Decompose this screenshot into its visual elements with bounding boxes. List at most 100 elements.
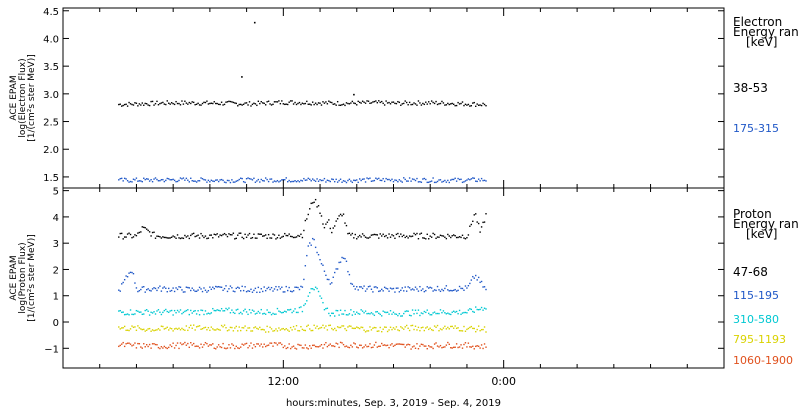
proton-point-795-1193	[298, 330, 301, 332]
electron-point-175-315	[235, 180, 237, 182]
proton-point-47-68	[195, 235, 198, 237]
proton-point-310-580	[282, 311, 284, 314]
proton-point-1060-1900	[309, 345, 311, 347]
proton-point-47-68	[260, 233, 262, 235]
proton-point-795-1193	[358, 327, 361, 330]
electron-point-38-53	[203, 101, 205, 104]
electron-point-175-315	[323, 177, 326, 180]
proton-point-310-580	[392, 311, 395, 314]
proton-point-115-195	[348, 273, 351, 276]
electron-point-175-315	[414, 179, 417, 182]
electron-point-175-315	[420, 181, 423, 183]
electron-point-175-315	[148, 180, 151, 182]
proton-point-47-68	[436, 236, 439, 238]
electron-point-175-315	[319, 178, 321, 181]
proton-point-115-195	[284, 291, 286, 293]
electron-point-175-315	[341, 181, 343, 183]
proton-point-1060-1900	[451, 347, 453, 349]
electron-point-38-53	[425, 101, 427, 103]
proton-point-47-68	[344, 222, 346, 224]
proton-point-310-580	[428, 312, 430, 315]
electron-point-175-315	[457, 177, 459, 180]
proton-point-1060-1900	[422, 343, 424, 346]
proton-point-115-195	[209, 286, 211, 288]
proton-point-310-580	[463, 311, 465, 314]
proton-point-115-195	[404, 286, 406, 288]
proton-point-1060-1900	[357, 347, 359, 349]
proton-point-795-1193	[194, 329, 196, 331]
proton-point-115-195	[266, 287, 268, 290]
proton-point-310-580	[220, 307, 223, 310]
proton-point-310-580	[275, 313, 277, 315]
proton-point-47-68	[357, 236, 359, 238]
proton-point-47-68	[306, 218, 308, 220]
proton-point-47-68	[439, 234, 442, 237]
electron-point-38-53	[351, 100, 354, 103]
electron-point-175-315	[433, 181, 436, 184]
electron-point-175-315	[381, 179, 383, 182]
proton-point-47-68	[480, 226, 483, 228]
proton-point-310-580	[118, 310, 120, 312]
proton-point-115-195	[270, 286, 273, 289]
proton-point-1060-1900	[267, 344, 270, 346]
proton-point-47-68	[385, 234, 387, 237]
electron-point-175-315	[378, 177, 380, 180]
proton-point-47-68	[444, 236, 446, 238]
proton-point-1060-1900	[200, 343, 202, 345]
proton-point-115-195	[125, 275, 127, 277]
proton-point-795-1193	[442, 327, 445, 329]
proton-point-115-195	[187, 286, 189, 289]
proton-point-47-68	[404, 236, 406, 239]
proton-point-115-195	[386, 288, 389, 290]
proton-point-47-68	[144, 227, 146, 229]
proton-point-795-1193	[388, 329, 390, 331]
proton-point-47-68	[231, 234, 233, 236]
proton-point-795-1193	[143, 328, 145, 331]
proton-point-310-580	[160, 313, 163, 316]
proton-point-795-1193	[314, 327, 317, 329]
proton-point-47-68	[472, 220, 474, 223]
proton-point-310-580	[438, 312, 440, 315]
proton-point-115-195	[289, 290, 292, 292]
proton-point-115-195	[273, 288, 276, 290]
electron-point-175-315	[316, 178, 318, 180]
electron-point-38-53	[240, 103, 242, 106]
proton-point-1060-1900	[386, 344, 389, 346]
proton-point-47-68	[419, 233, 421, 235]
proton-point-795-1193	[483, 326, 486, 328]
electron-point-38-53	[329, 101, 332, 103]
proton-point-310-580	[364, 310, 367, 312]
proton-point-47-68	[191, 233, 193, 235]
proton-point-1060-1900	[414, 347, 417, 349]
proton-point-47-68	[361, 233, 364, 235]
electron-point-38-53	[328, 100, 330, 102]
electron-point-175-315	[259, 181, 261, 183]
electron-point-38-53	[147, 104, 149, 106]
proton-point-1060-1900	[137, 342, 139, 345]
electron-point-175-315	[209, 181, 211, 183]
proton-point-795-1193	[313, 324, 315, 327]
proton-point-47-68	[215, 234, 217, 236]
proton-point-47-68	[467, 234, 470, 236]
electron-point-175-315	[306, 179, 308, 181]
electron-ylabel-line: ACE EPAM	[9, 75, 19, 120]
electron-point-38-53	[197, 102, 199, 105]
proton-point-310-580	[420, 312, 423, 314]
proton-point-795-1193	[123, 325, 126, 328]
proton-point-115-195	[168, 287, 170, 290]
proton-point-1060-1900	[222, 342, 224, 345]
electron-point-38-53	[356, 104, 358, 106]
proton-point-310-580	[400, 315, 402, 317]
proton-point-1060-1900	[156, 344, 158, 346]
proton-point-115-195	[226, 290, 229, 293]
electron-point-175-315	[301, 180, 304, 182]
proton-point-47-68	[138, 231, 141, 234]
proton-point-115-195	[430, 287, 433, 289]
proton-point-795-1193	[192, 324, 195, 326]
proton-point-47-68	[192, 232, 195, 235]
electron-point-38-53	[433, 102, 436, 105]
proton-point-795-1193	[195, 326, 198, 328]
proton-point-115-195	[376, 287, 379, 289]
proton-point-47-68	[209, 234, 211, 236]
proton-point-115-195	[438, 289, 440, 291]
